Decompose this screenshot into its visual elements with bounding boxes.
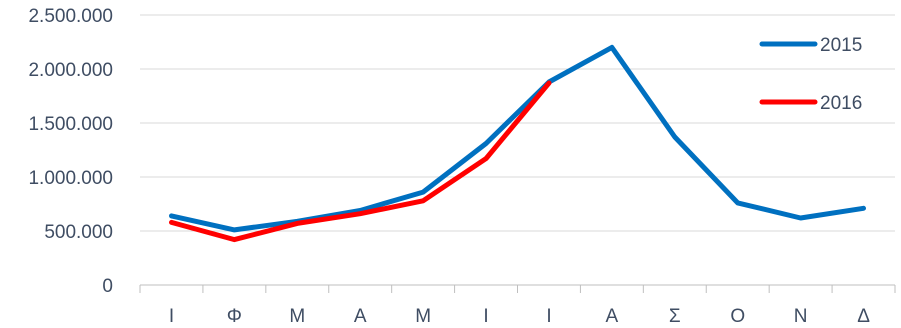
x-tick-label: Ο [730, 306, 745, 327]
axes [139, 284, 896, 293]
x-tick-label: Δ [857, 306, 870, 327]
x-tick-label: Ι [169, 306, 174, 327]
y-tick-label: 2.000.000 [28, 60, 113, 81]
x-tick-label: Σ [669, 306, 681, 327]
series-line-2015 [169, 44, 866, 233]
legend: 2015 2016 [759, 35, 862, 114]
y-tick-label: 2.500.000 [28, 6, 113, 27]
legend-label-2016: 2016 [820, 93, 862, 114]
y-tick-label: 500.000 [44, 222, 113, 243]
x-tick-label: Α [354, 306, 367, 327]
x-tick-label: Ι [483, 306, 488, 327]
x-tick-label: Φ [227, 306, 242, 327]
legend-label-2015: 2015 [820, 35, 862, 56]
x-tick-label: Ι [546, 306, 551, 327]
x-tick-label: Ν [794, 306, 808, 327]
y-tick-label: 1.000.000 [28, 168, 113, 189]
series-lines [169, 44, 866, 243]
x-tick-label: Μ [289, 306, 305, 327]
y-axis-tick-labels: 0 500.000 1.000.000 1.500.000 2.000.000 2.500… [28, 6, 113, 297]
y-tick-label: 1.500.000 [28, 114, 113, 135]
y-tick-label: 0 [102, 276, 113, 297]
series-line-2016 [169, 80, 552, 243]
x-tick-label: Α [606, 306, 619, 327]
x-tick-label: Μ [415, 306, 431, 327]
